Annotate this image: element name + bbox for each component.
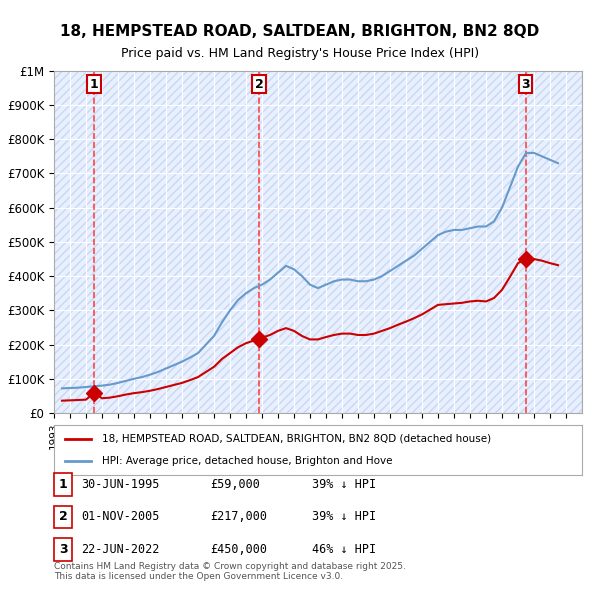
Text: 01-NOV-2005: 01-NOV-2005 xyxy=(81,510,160,523)
Text: 39% ↓ HPI: 39% ↓ HPI xyxy=(312,478,376,491)
Text: £450,000: £450,000 xyxy=(210,543,267,556)
Text: 1: 1 xyxy=(59,478,67,491)
Text: 39% ↓ HPI: 39% ↓ HPI xyxy=(312,510,376,523)
Text: 3: 3 xyxy=(59,543,67,556)
Text: 22-JUN-2022: 22-JUN-2022 xyxy=(81,543,160,556)
Text: 18, HEMPSTEAD ROAD, SALTDEAN, BRIGHTON, BN2 8QD: 18, HEMPSTEAD ROAD, SALTDEAN, BRIGHTON, … xyxy=(61,24,539,38)
Text: 18, HEMPSTEAD ROAD, SALTDEAN, BRIGHTON, BN2 8QD (detached house): 18, HEMPSTEAD ROAD, SALTDEAN, BRIGHTON, … xyxy=(101,434,491,444)
Text: 3: 3 xyxy=(521,78,530,91)
Text: Price paid vs. HM Land Registry's House Price Index (HPI): Price paid vs. HM Land Registry's House … xyxy=(121,47,479,60)
Text: 2: 2 xyxy=(255,78,263,91)
Text: £59,000: £59,000 xyxy=(210,478,260,491)
Text: 46% ↓ HPI: 46% ↓ HPI xyxy=(312,543,376,556)
Text: £217,000: £217,000 xyxy=(210,510,267,523)
Text: 2: 2 xyxy=(59,510,67,523)
Text: HPI: Average price, detached house, Brighton and Hove: HPI: Average price, detached house, Brig… xyxy=(101,456,392,466)
Text: 1: 1 xyxy=(89,78,98,91)
Text: 30-JUN-1995: 30-JUN-1995 xyxy=(81,478,160,491)
Text: Contains HM Land Registry data © Crown copyright and database right 2025.
This d: Contains HM Land Registry data © Crown c… xyxy=(54,562,406,581)
